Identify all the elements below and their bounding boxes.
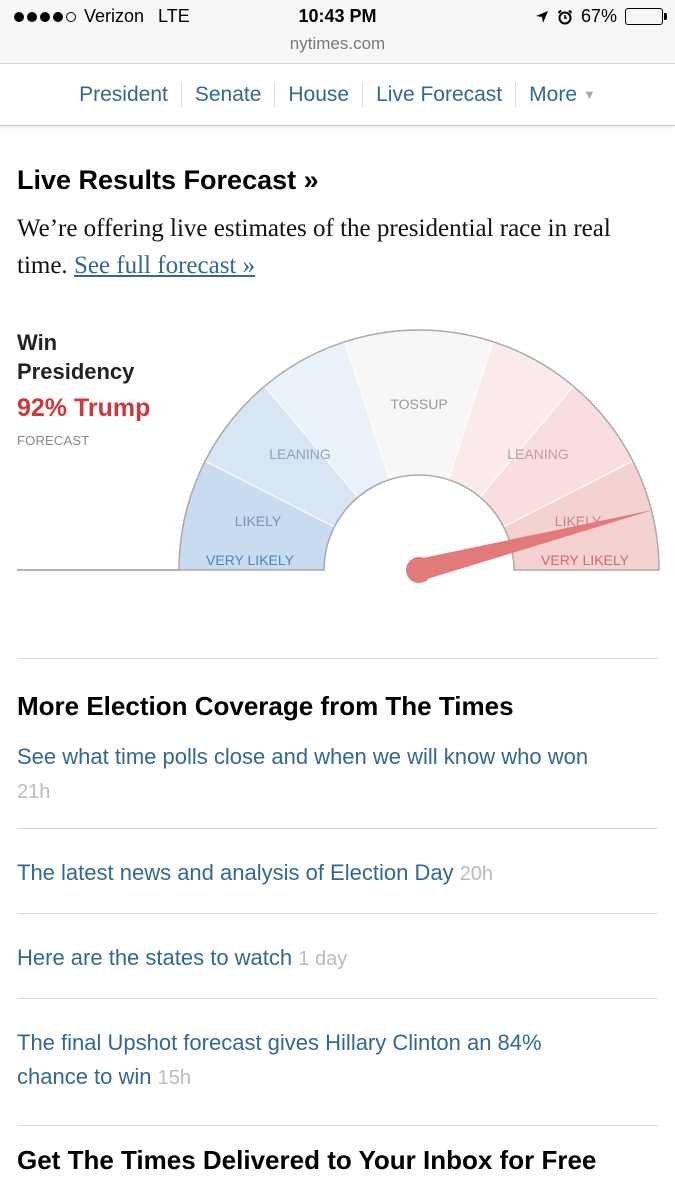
story-divider	[17, 998, 658, 999]
coverage-heading: More Election Coverage from The Times	[17, 691, 514, 721]
alarm-clock-icon	[557, 9, 573, 24]
story-title: See what time polls close and when we wi…	[17, 744, 589, 769]
nav-president[interactable]: President	[66, 81, 182, 108]
nav-house[interactable]: House	[275, 81, 364, 108]
story-age: 21h	[17, 781, 51, 803]
story-divider	[17, 913, 658, 914]
nav-more-label: More	[529, 82, 578, 106]
story-link-polls-close[interactable]: See what time polls close and when we wi…	[17, 740, 657, 809]
zone-label-very-likely-rep: VERY LIKELY	[541, 552, 630, 568]
gauge-pivot	[406, 557, 432, 583]
story-title: The final Upshot forecast gives Hillary …	[17, 1030, 542, 1089]
battery-icon	[625, 8, 667, 25]
gauge-outline	[178, 329, 660, 571]
story-divider	[17, 828, 658, 829]
win-forecast-value: 92% Trump	[17, 394, 151, 422]
story-link-states-to-watch[interactable]: Here are the states to watch 1 day	[17, 941, 657, 976]
zone-label-tossup: TOSSUP	[390, 396, 447, 412]
forecast-caption: FORECAST	[17, 433, 90, 448]
story-age: 15h	[157, 1067, 192, 1089]
gauge-needle	[416, 509, 654, 581]
signal-strength-icon	[14, 11, 76, 22]
story-title: The latest news and analysis of Election…	[17, 860, 454, 885]
story-title: Here are the states to watch	[17, 945, 293, 970]
newsletter-heading[interactable]: Get The Times Delivered to Your Inbox fo…	[17, 1145, 597, 1175]
story-divider	[17, 1125, 658, 1126]
section-nav: President Senate House Live Forecast Mor…	[0, 64, 675, 126]
network-type: LTE	[158, 6, 190, 26]
section-divider	[17, 658, 658, 659]
address-bar-url[interactable]: nytimes.com	[289, 34, 386, 53]
nav-more-menu[interactable]: More ▼	[516, 82, 609, 108]
status-bar: Verizon LTE 10:43 PM 67% nytimes.com	[0, 0, 675, 64]
story-age: 1 day	[298, 948, 348, 970]
caret-down-icon: ▼	[583, 86, 596, 102]
carrier-info: Verizon LTE	[14, 6, 190, 27]
clock: 10:43 PM	[298, 6, 377, 26]
zone-label-leaning-rep: LEANING	[507, 446, 568, 462]
location-arrow-icon	[535, 10, 548, 23]
battery-percent: 67%	[580, 6, 617, 26]
zone-label-leaning-dem: LEANING	[269, 446, 330, 462]
status-icons: 67%	[535, 6, 667, 27]
win-presidency-label: Win Presidency	[17, 330, 135, 384]
carrier-name: Verizon	[84, 6, 145, 26]
story-link-final-upshot[interactable]: The final Upshot forecast gives Hillary …	[17, 1026, 617, 1095]
forecast-intro-text: We’re offering live estimates of the pre…	[17, 215, 611, 279]
forecast-intro: We’re offering live estimates of the pre…	[17, 210, 657, 284]
zone-label-likely-dem: LIKELY	[235, 513, 282, 529]
story-age: 20h	[459, 863, 494, 885]
nav-live-forecast[interactable]: Live Forecast	[363, 81, 517, 108]
full-forecast-link[interactable]: See full forecast »	[73, 252, 256, 279]
story-link-latest-news[interactable]: The latest news and analysis of Election…	[17, 856, 657, 891]
zone-label-very-likely-dem: VERY LIKELY	[206, 552, 295, 568]
forecast-gauge: TOSSUP LEANING LEANING LIKELY LIKELY VER…	[17, 329, 660, 583]
forecast-heading[interactable]: Live Results Forecast »	[17, 165, 319, 195]
nav-senate[interactable]: Senate	[182, 81, 276, 108]
